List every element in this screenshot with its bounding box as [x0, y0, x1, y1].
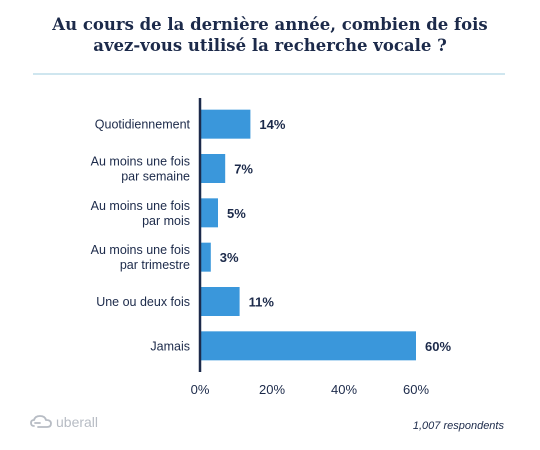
value-label-1: 7% [234, 162, 253, 177]
chart-title: Au cours de la dernière année, combien d… [20, 14, 520, 56]
bar-3 [200, 242, 211, 272]
bar-2 [200, 198, 218, 228]
category-label-1-0: Au moins une fois [91, 155, 190, 169]
value-label-0: 14% [259, 117, 285, 132]
value-label-3: 3% [220, 250, 239, 265]
category-label-2-1: par mois [142, 214, 190, 228]
x-tick-label-0: 0% [191, 382, 210, 397]
uberall-logo-icon [30, 415, 52, 428]
title-divider [33, 73, 505, 75]
value-label-2: 5% [227, 206, 246, 221]
value-label-5: 60% [425, 339, 451, 354]
bar-0 [200, 109, 251, 139]
brand-logo: uberall [30, 414, 98, 430]
category-label-1-1: par semaine [121, 170, 190, 184]
x-tick-label-2: 40% [331, 382, 357, 397]
bar-1 [200, 154, 226, 183]
category-label-3-1: par trimestre [120, 258, 190, 272]
chart-title-line-1: Au cours de la dernière année, combien d… [52, 15, 488, 34]
bar-5 [200, 331, 416, 361]
category-label-3-0: Au moins une fois [91, 243, 190, 257]
x-tick-label-1: 20% [259, 382, 285, 397]
value-label-4: 11% [249, 295, 275, 310]
x-tick-label-3: 60% [403, 382, 429, 397]
category-label-4-0: Une ou deux fois [96, 295, 190, 309]
category-label-0-0: Quotidiennement [95, 118, 191, 132]
brand-name: uberall [56, 414, 99, 430]
respondents-note: 1,007 respondents [412, 420, 504, 432]
chart-title-line-2: avez-vous utilisé la recherche vocale ? [93, 36, 447, 55]
bar-4 [200, 287, 240, 316]
category-label-5-0: Jamais [150, 339, 190, 353]
category-label-2-0: Au moins une fois [91, 199, 190, 213]
